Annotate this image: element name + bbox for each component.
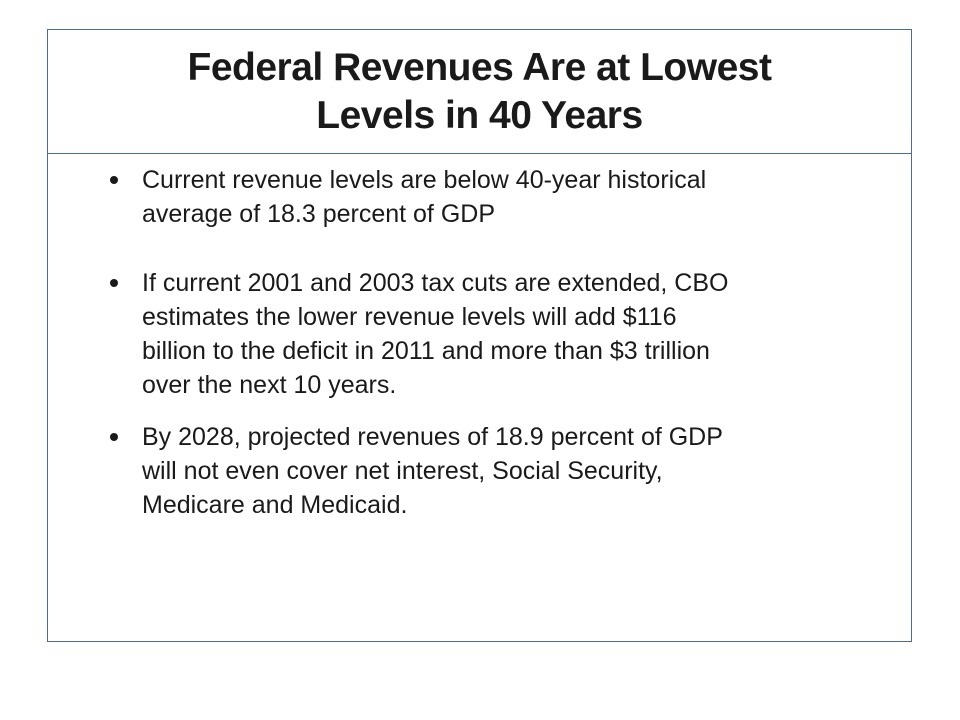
title-box: Federal Revenues Are at Lowest Levels in… xyxy=(48,30,911,154)
bullet-item: If current 2001 and 2003 tax cuts are ex… xyxy=(48,266,911,402)
title-line: Levels in 40 Years xyxy=(316,93,643,137)
bullet-line: billion to the deficit in 2011 and more … xyxy=(142,337,710,365)
title-line: Federal Revenues Are at Lowest xyxy=(187,45,772,89)
bullet-text: By 2028, projected revenues of 18.9 perc… xyxy=(142,420,891,522)
bullet-line: Current revenue levels are below 40-year… xyxy=(142,166,707,194)
bullet-line: If current 2001 and 2003 tax cuts are ex… xyxy=(142,269,729,297)
bullet-dot-icon xyxy=(110,279,118,287)
bullet-item: By 2028, projected revenues of 18.9 perc… xyxy=(48,420,911,522)
slide-frame: Federal Revenues Are at Lowest Levels in… xyxy=(47,29,912,642)
bullet-line: estimates the lower revenue levels will … xyxy=(142,303,677,331)
bullet-line: Medicare and Medicaid. xyxy=(142,491,408,519)
bullet-line: By 2028, projected revenues of 18.9 perc… xyxy=(142,423,723,451)
bullet-text: Current revenue levels are below 40-year… xyxy=(142,163,891,231)
bullet-line: will not even cover net interest, Social… xyxy=(142,457,663,485)
bullet-dot-icon xyxy=(110,176,118,184)
bullet-dot-icon xyxy=(110,433,118,441)
bullet-line: average of 18.3 percent of GDP xyxy=(142,200,495,228)
slide-title: Federal Revenues Are at Lowest Levels in… xyxy=(188,44,772,140)
bullet-item: Current revenue levels are below 40-year… xyxy=(48,163,911,231)
bullet-list: Current revenue levels are below 40-year… xyxy=(48,166,911,540)
bullet-line: over the next 10 years. xyxy=(142,371,397,399)
bullet-text: If current 2001 and 2003 tax cuts are ex… xyxy=(142,266,891,402)
